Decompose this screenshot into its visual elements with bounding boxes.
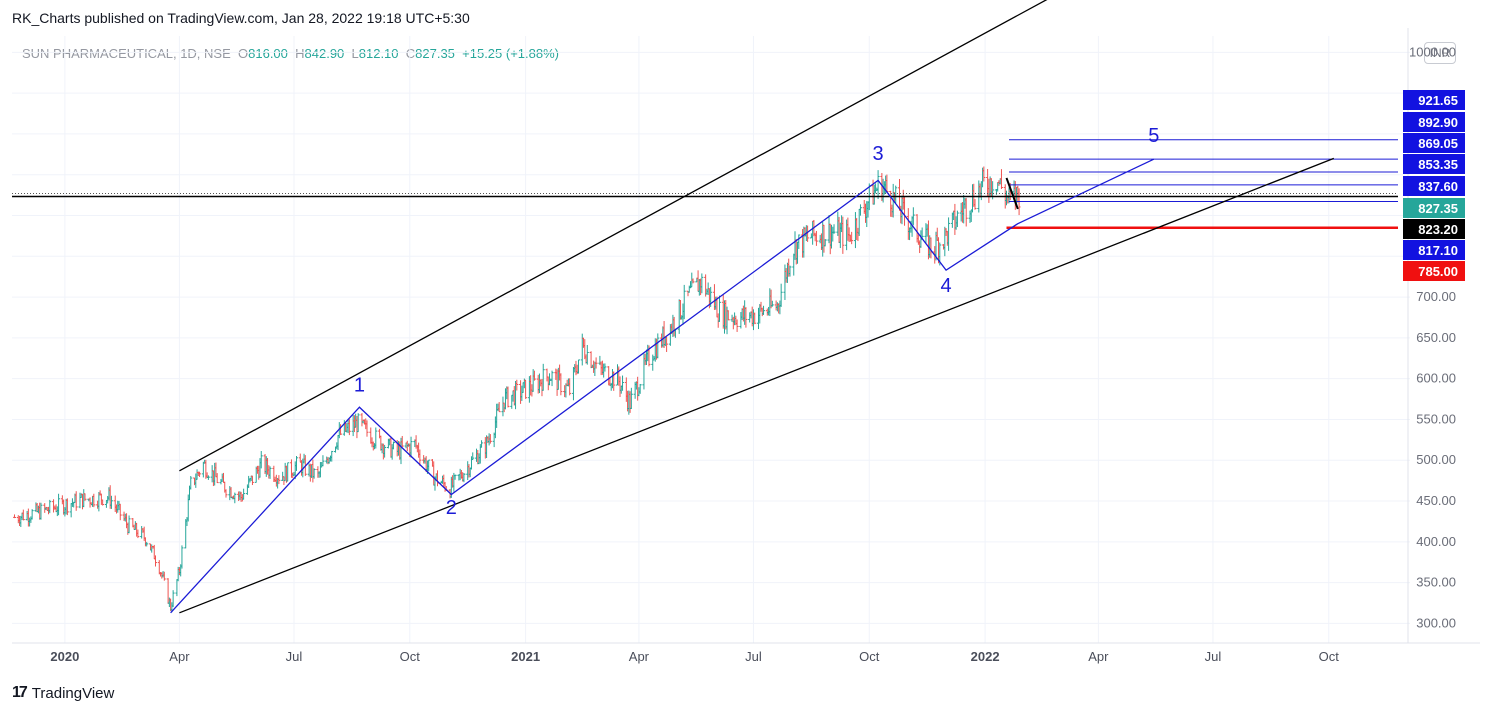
y-tick-label: 650.00 [1416, 330, 1456, 345]
price-tag-box [1403, 176, 1465, 196]
y-tick-label: 550.00 [1416, 411, 1456, 426]
tradingview-logo-icon: 17 [12, 684, 28, 701]
elliott-wave-path [170, 158, 1155, 614]
y-tick-label: 500.00 [1416, 452, 1456, 467]
price-tag-box [1403, 112, 1465, 132]
price-tag-label: 921.65 [1418, 93, 1458, 108]
ohlc-legend: SUN PHARMACEUTICAL, 1D, NSE O816.00 H842… [22, 46, 559, 61]
x-tick-label: Oct [1319, 649, 1340, 664]
x-tick-label: Apr [169, 649, 190, 664]
price-tag-box [1403, 240, 1465, 260]
price-tag-box [1403, 133, 1465, 153]
change-value: +15.25 (+1.88%) [462, 46, 559, 61]
y-tick-label: 600.00 [1416, 371, 1456, 386]
publisher-caption: RK_Charts published on TradingView.com, … [12, 10, 470, 26]
price-tag-label: 892.90 [1418, 115, 1458, 130]
price-tag-box [1403, 198, 1465, 218]
high-value: 842.90 [304, 46, 345, 61]
brand-label: TradingView [31, 684, 115, 702]
price-tag-label: 853.35 [1418, 157, 1458, 172]
wave-label: 1 [354, 375, 365, 397]
symbol-title[interactable]: SUN PHARMACEUTICAL, 1D, NSE [22, 46, 231, 61]
tradingview-footer[interactable]: 17 TradingView [12, 684, 114, 702]
x-tick-label: Apr [1088, 649, 1109, 664]
x-tick-label: Jul [1205, 649, 1222, 664]
y-tick-label: 450.00 [1416, 493, 1456, 508]
level-lines [12, 139, 1398, 229]
price-tag-box [1403, 90, 1465, 110]
price-tag-label: 837.60 [1418, 179, 1458, 194]
grid-lines [12, 36, 1410, 643]
y-tick-label: 700.00 [1416, 289, 1456, 304]
close-value: 827.35 [415, 46, 455, 61]
wave-label: 2 [446, 497, 457, 519]
x-tick-label: 2020 [50, 649, 79, 664]
x-tick-label: Jul [745, 649, 762, 664]
open-value: 816.00 [248, 46, 288, 61]
wave-label: 4 [941, 275, 952, 297]
x-tick-label: 2022 [971, 649, 1000, 664]
annotations: 1 2 3 4 5 [170, 0, 1335, 614]
y-tick-label: 1000.00 [1409, 44, 1456, 59]
x-tick-label: Oct [859, 649, 880, 664]
open-label: O [238, 46, 249, 61]
price-tag-label: 823.20 [1418, 222, 1458, 237]
x-tick-label: Oct [400, 649, 421, 664]
price-tag-box [1403, 261, 1465, 281]
wave-label: 5 [1148, 125, 1159, 147]
x-tick-label: 2021 [511, 649, 540, 664]
x-tick-label: Apr [629, 649, 650, 664]
y-tick-label: 400.00 [1416, 534, 1456, 549]
price-tag-label: 869.05 [1418, 136, 1458, 151]
y-tick-label: 300.00 [1416, 615, 1456, 630]
y-tick-label: 350.00 [1416, 575, 1456, 590]
x-tick-label: Jul [286, 649, 303, 664]
ohlc-bars [13, 166, 1021, 613]
channel-line [179, 157, 1335, 614]
channel-line [179, 0, 1048, 472]
currency-button[interactable]: INR [1424, 42, 1456, 64]
price-tag-label: 817.10 [1418, 243, 1458, 258]
wave-label: 3 [873, 143, 884, 165]
price-tag-label: 785.00 [1418, 264, 1458, 279]
high-label: H [295, 46, 305, 61]
low-value: 812.10 [358, 46, 399, 61]
price-tag-box [1403, 219, 1465, 239]
axes: 1000.00 700.00 650.00 600.00 550.00 500.00 450… [12, 28, 1480, 664]
close-label: C [405, 46, 416, 61]
low-label: L [351, 46, 359, 61]
recent-drop-line [1005, 177, 1019, 210]
price-tag-box [1403, 154, 1465, 174]
price-tag-label: 827.35 [1418, 201, 1458, 216]
price-tags: 921.65 892.90 869.05 853.35 837.60 827.35 823.… [1403, 90, 1465, 281]
